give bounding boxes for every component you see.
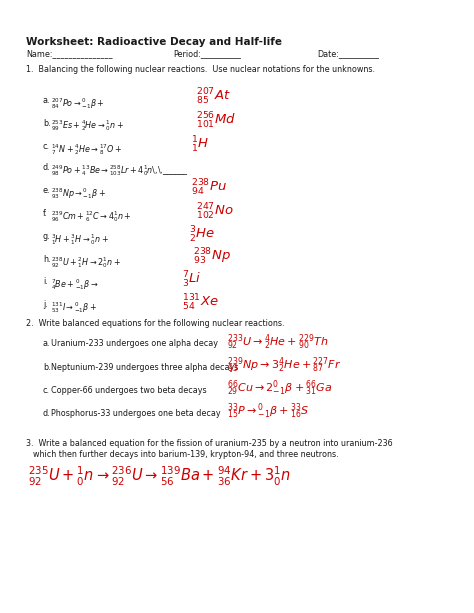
Text: $^{33}_{15}P\rightarrow^{0}_{-1}\beta+^{33}_{16}S$: $^{33}_{15}P\rightarrow^{0}_{-1}\beta+^{… <box>227 402 310 421</box>
Text: i.: i. <box>43 277 48 286</box>
Text: Worksheet: Radioactive Decay and Half-life: Worksheet: Radioactive Decay and Half-li… <box>26 37 282 47</box>
Text: e.: e. <box>43 186 50 195</box>
Text: $^{131}_{54}Xe$: $^{131}_{54}Xe$ <box>182 293 219 313</box>
Text: Name:_______________: Name:_______________ <box>26 49 113 58</box>
Text: b.: b. <box>43 363 51 371</box>
Text: $^{7}_{3}Li$: $^{7}_{3}Li$ <box>182 270 201 290</box>
Text: $^{239}_{96}Cm+^{12}_{6}C\rightarrow4^{1}_{0}n +$: $^{239}_{96}Cm+^{12}_{6}C\rightarrow4^{1… <box>51 209 132 224</box>
Text: $^{238}_{92}U+^{2}_{1}H\rightarrow2^{1}_{0}n +$: $^{238}_{92}U+^{2}_{1}H\rightarrow2^{1}_… <box>51 254 121 270</box>
Text: a.: a. <box>43 340 50 348</box>
Text: Uranium-233 undergoes one alpha decay: Uranium-233 undergoes one alpha decay <box>51 340 218 348</box>
Text: $^{235}_{92}U+^{1}_{0}n\rightarrow^{236}_{92}U\rightarrow^{139}_{56}Ba+^{94}_{36: $^{235}_{92}U+^{1}_{0}n\rightarrow^{236}… <box>28 465 292 489</box>
Text: $^{1}_{1}H$: $^{1}_{1}H$ <box>191 134 209 154</box>
Text: $^{239}_{93}Np\rightarrow3^{4}_{2}He+^{227}_{87}Fr$: $^{239}_{93}Np\rightarrow3^{4}_{2}He+^{2… <box>227 356 342 375</box>
Text: $^{249}_{98}Po+^{13}_{4}Be\rightarrow^{258}_{103}Lr+4^{1}_{0}n$\,\,______: $^{249}_{98}Po+^{13}_{4}Be\rightarrow^{2… <box>51 163 189 178</box>
Text: c.: c. <box>43 386 50 395</box>
Text: $^{7}_{4}Be+^{0}_{-1}\beta\rightarrow$: $^{7}_{4}Be+^{0}_{-1}\beta\rightarrow$ <box>51 277 99 292</box>
Text: a.: a. <box>43 96 50 105</box>
Text: 1.  Balancing the following nuclear reactions.  Use nuclear notations for the un: 1. Balancing the following nuclear react… <box>26 65 375 74</box>
Text: d.: d. <box>43 409 51 418</box>
Text: $^{14}_{7}N+^{4}_{2}He\rightarrow^{17}_{8}O +$: $^{14}_{7}N+^{4}_{2}He\rightarrow^{17}_{… <box>51 142 122 157</box>
Text: Neptunium-239 undergoes three alpha decays: Neptunium-239 undergoes three alpha deca… <box>51 363 238 371</box>
Text: $^{238}_{93}Np\rightarrow^{0}_{-1}\beta +$: $^{238}_{93}Np\rightarrow^{0}_{-1}\beta … <box>51 186 106 200</box>
Text: $^{238}_{93}Np$: $^{238}_{93}Np$ <box>193 247 231 267</box>
Text: Date:__________: Date:__________ <box>318 49 380 58</box>
Text: j.: j. <box>43 300 48 310</box>
Text: $^{238}_{94}Pu$: $^{238}_{94}Pu$ <box>191 178 227 199</box>
Text: 2.  Write balanced equations for the following nuclear reactions.: 2. Write balanced equations for the foll… <box>26 319 285 328</box>
Text: $^{256}_{101}Md$: $^{256}_{101}Md$ <box>196 111 236 131</box>
Text: Copper-66 undergoes two beta decays: Copper-66 undergoes two beta decays <box>51 386 207 395</box>
Text: 3.  Write a balanced equation for the fission of uranium-235 by a neutron into u: 3. Write a balanced equation for the fis… <box>26 439 393 448</box>
Text: which then further decays into barium-139, krypton-94, and three neutrons.: which then further decays into barium-13… <box>33 450 338 459</box>
Text: c.: c. <box>43 142 50 151</box>
Text: $^{131}_{53}I\rightarrow^{0}_{-1}\beta +$: $^{131}_{53}I\rightarrow^{0}_{-1}\beta +… <box>51 300 97 315</box>
Text: $^{253}_{99}Es+^{4}_{2}He\rightarrow^{1}_{0}n +$: $^{253}_{99}Es+^{4}_{2}He\rightarrow^{1}… <box>51 118 124 134</box>
Text: $^{207}_{84}Po\rightarrow^{0}_{-1}\beta +$: $^{207}_{84}Po\rightarrow^{0}_{-1}\beta … <box>51 96 105 111</box>
Text: $^{3}_{1}H+^{3}_{1}H\rightarrow^{1}_{0}n +$: $^{3}_{1}H+^{3}_{1}H\rightarrow^{1}_{0}n… <box>51 232 109 247</box>
Text: d.: d. <box>43 163 51 172</box>
Text: $^{3}_{2}He$: $^{3}_{2}He$ <box>189 225 215 245</box>
Text: $^{247}_{102}No$: $^{247}_{102}No$ <box>196 202 233 222</box>
Text: Phosphorus-33 undergoes one beta decay: Phosphorus-33 undergoes one beta decay <box>51 409 221 418</box>
Text: b.: b. <box>43 118 51 128</box>
Text: $^{66}_{29}Cu\rightarrow2^{0}_{-1}\beta+^{66}_{31}Ga$: $^{66}_{29}Cu\rightarrow2^{0}_{-1}\beta+… <box>227 378 333 398</box>
Text: f.: f. <box>43 209 48 218</box>
Text: $^{207}_{85}At$: $^{207}_{85}At$ <box>196 87 230 107</box>
Text: g.: g. <box>43 232 51 241</box>
Text: Period:__________: Period:__________ <box>173 49 241 58</box>
Text: h.: h. <box>43 254 50 264</box>
Text: $^{233}_{92}U\rightarrow^{4}_{2}He+^{229}_{90}Th$: $^{233}_{92}U\rightarrow^{4}_{2}He+^{229… <box>227 332 329 352</box>
